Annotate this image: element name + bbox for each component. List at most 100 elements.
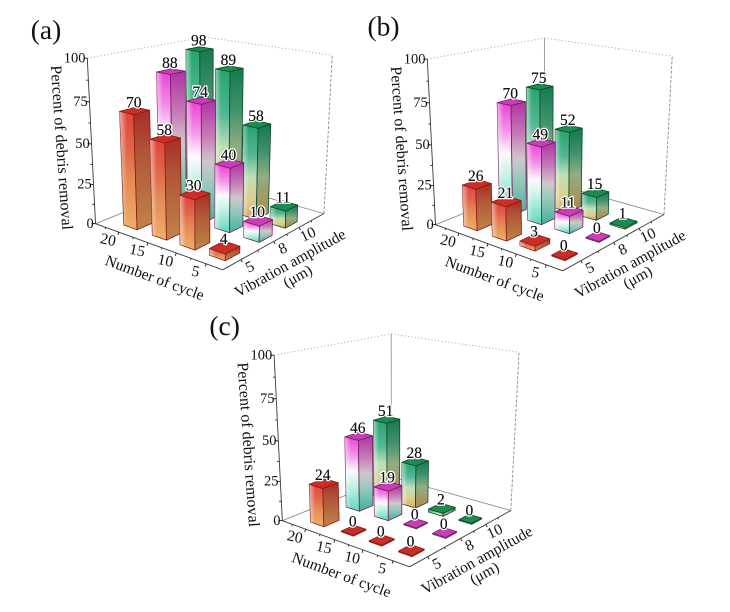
svg-text:10: 10 [343,548,362,568]
svg-text:0: 0 [560,238,568,255]
svg-text:0: 0 [377,523,385,540]
svg-text:50: 50 [415,137,430,153]
svg-text:51: 51 [378,403,394,420]
svg-text:1: 1 [619,206,627,223]
svg-text:26: 26 [468,168,484,185]
svg-text:75: 75 [531,70,547,87]
svg-text:(b): (b) [367,10,399,41]
svg-text:98: 98 [191,33,207,50]
svg-text:74: 74 [192,84,208,101]
svg-text:0: 0 [560,238,568,255]
svg-text:52: 52 [560,112,576,129]
svg-text:0: 0 [411,507,419,524]
svg-text:89: 89 [221,52,237,69]
svg-text:75: 75 [531,70,547,87]
svg-text:0: 0 [349,514,357,531]
svg-text:20: 20 [439,231,458,251]
svg-text:100: 100 [64,50,86,66]
svg-text:24: 24 [315,467,331,484]
svg-text:0: 0 [593,220,601,237]
svg-text:5: 5 [377,560,388,578]
svg-text:10: 10 [156,251,175,271]
svg-text:1: 1 [619,206,627,223]
svg-text:70: 70 [503,86,519,103]
svg-text:0: 0 [407,534,415,551]
svg-text:0: 0 [466,502,474,519]
svg-text:0: 0 [411,507,419,524]
svg-text:11: 11 [561,195,576,212]
svg-text:49: 49 [532,126,548,143]
svg-text:25: 25 [264,474,279,490]
svg-text:4: 4 [220,231,228,248]
svg-text:2: 2 [437,492,445,509]
svg-text:11: 11 [276,189,291,206]
svg-text:0: 0 [466,502,474,519]
svg-text:100: 100 [404,51,426,67]
svg-text:10: 10 [249,204,265,221]
svg-text:58: 58 [157,122,173,139]
svg-text:25: 25 [417,178,432,194]
svg-text:0: 0 [440,516,448,533]
svg-text:10: 10 [249,204,265,221]
svg-text:11: 11 [276,189,291,206]
svg-text:88: 88 [162,55,178,72]
svg-text:26: 26 [468,168,484,185]
svg-text:70: 70 [503,86,519,103]
svg-text:40: 40 [221,147,237,164]
svg-text:58: 58 [248,108,264,125]
svg-text:52: 52 [560,112,576,129]
svg-text:24: 24 [315,467,331,484]
svg-text:0: 0 [377,523,385,540]
svg-text:75: 75 [413,95,428,111]
svg-text:70: 70 [126,94,142,111]
svg-text:21: 21 [498,185,514,202]
svg-text:(c): (c) [209,310,240,341]
svg-text:40: 40 [221,147,237,164]
svg-text:58: 58 [157,122,173,139]
svg-text:4: 4 [220,231,228,248]
svg-text:15: 15 [468,242,487,262]
svg-text:21: 21 [498,185,514,202]
svg-text:89: 89 [221,52,237,69]
svg-text:58: 58 [248,108,264,125]
svg-text:5: 5 [530,264,541,282]
svg-text:10: 10 [484,521,505,543]
svg-text:0: 0 [426,217,433,233]
svg-text:11: 11 [561,195,576,212]
svg-text:0: 0 [273,513,280,529]
svg-text:50: 50 [262,433,277,449]
svg-text:19: 19 [379,470,395,487]
svg-text:15: 15 [128,241,147,261]
svg-text:28: 28 [406,445,422,462]
svg-text:5: 5 [190,263,201,281]
svg-text:98: 98 [191,33,207,50]
svg-text:0: 0 [593,220,601,237]
svg-text:75: 75 [73,94,88,110]
svg-text:15: 15 [587,176,603,193]
svg-text:50: 50 [75,136,90,152]
svg-text:74: 74 [192,84,208,101]
svg-text:(a): (a) [31,14,62,45]
svg-text:3: 3 [530,223,538,240]
svg-text:49: 49 [532,126,548,143]
svg-text:46: 46 [350,420,366,437]
svg-text:0: 0 [440,516,448,533]
svg-text:20: 20 [99,230,118,250]
svg-text:0: 0 [349,514,357,531]
svg-text:0: 0 [407,534,415,551]
svg-text:100: 100 [251,347,273,363]
svg-text:46: 46 [350,420,366,437]
svg-text:51: 51 [378,403,394,420]
svg-text:0: 0 [86,216,93,232]
svg-text:10: 10 [297,224,318,246]
svg-text:3: 3 [530,223,538,240]
svg-text:2: 2 [437,492,445,509]
svg-text:75: 75 [260,391,275,407]
svg-text:15: 15 [587,176,603,193]
svg-text:28: 28 [406,445,422,462]
svg-text:10: 10 [637,225,658,247]
svg-text:88: 88 [162,55,178,72]
svg-text:70: 70 [126,94,142,111]
svg-text:30: 30 [186,178,202,195]
svg-text:19: 19 [379,470,395,487]
